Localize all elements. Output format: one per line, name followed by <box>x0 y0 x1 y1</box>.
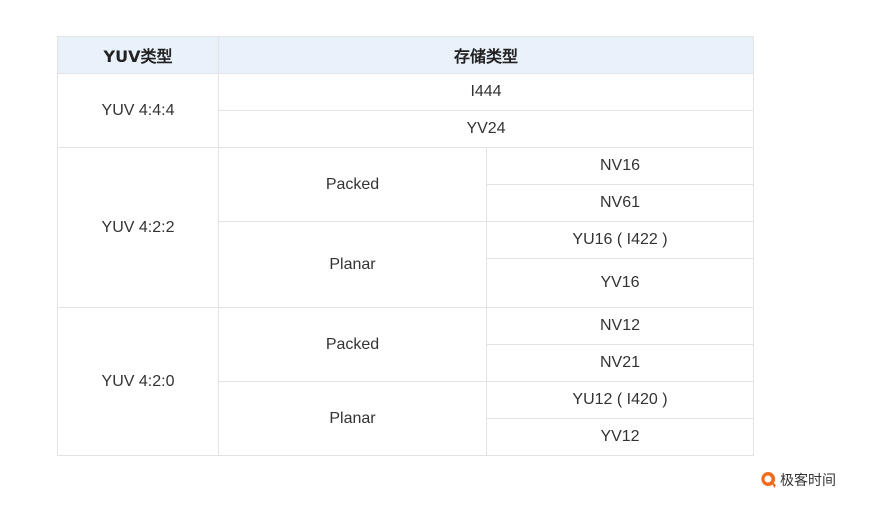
table-row: YUV 4:4:4 I444 <box>57 73 755 148</box>
format-cell: YV12 <box>485 418 755 456</box>
format-cell: YU12 ( I420 ) <box>485 381 755 419</box>
storage-mode-cell: Planar <box>218 221 487 308</box>
format-cell: NV61 <box>485 184 755 222</box>
geektime-logo-icon <box>761 471 776 488</box>
format-cell: YV16 <box>485 258 755 308</box>
table-row: YUV 4:2:2 Packed NV16 <box>57 147 755 308</box>
table-row: YV24 <box>58 110 755 148</box>
header-yuv-type: YUV类型 <box>57 36 219 74</box>
format-cell: NV21 <box>485 344 755 382</box>
storage-mode-cell: Planar <box>218 381 487 456</box>
format-cell: NV12 <box>485 307 755 345</box>
yuv422-label: YUV 4:2:2 <box>57 147 219 308</box>
brand-text: 极客时间 <box>780 473 836 489</box>
table-header-row: YUV类型 存储类型 <box>57 36 755 74</box>
table-row: YUV 4:2:0 Packed NV12 <box>57 307 755 456</box>
header-storage-type: 存储类型 <box>217 36 755 74</box>
yuv444-label: YUV 4:4:4 <box>57 73 219 148</box>
table-row: YV12 <box>58 418 755 456</box>
table-row: YV16 <box>58 258 755 308</box>
yuv420-label: YUV 4:2:0 <box>57 307 219 456</box>
format-cell: YV24 <box>217 110 755 148</box>
yuv-storage-table: YUV类型 存储类型 YUV 4:4:4 I444 YV24 YUV 4:2:2… <box>57 36 755 456</box>
format-cell: YU16 ( I422 ) <box>485 221 755 259</box>
storage-mode-cell: Packed <box>218 307 487 382</box>
table-row: NV61 <box>58 184 755 222</box>
brand-watermark: 极客时间 <box>760 470 836 490</box>
table-row: NV21 <box>58 344 755 382</box>
storage-mode-cell: Packed <box>218 147 487 222</box>
format-cell: I444 <box>217 73 755 111</box>
format-cell: NV16 <box>485 147 755 185</box>
table-row: Planar YU12 ( I420 ) <box>58 381 755 456</box>
